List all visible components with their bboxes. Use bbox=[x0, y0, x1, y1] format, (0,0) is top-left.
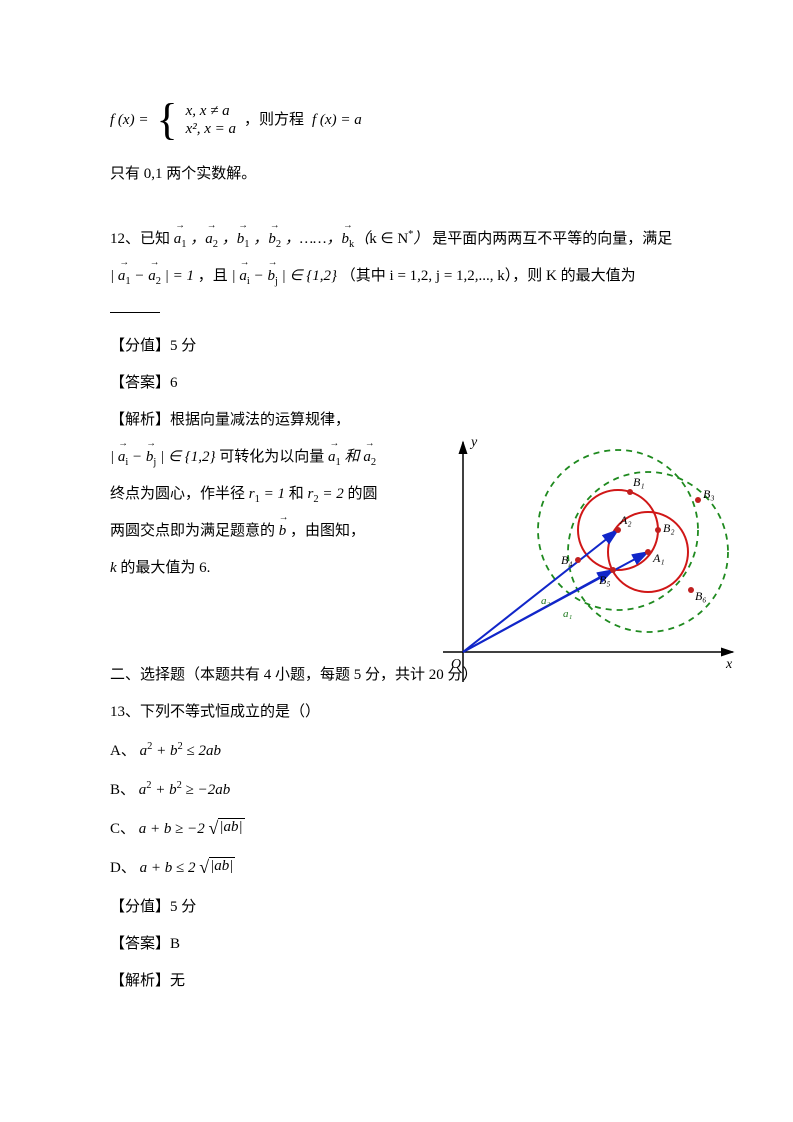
optC-rad: |ab| bbox=[218, 818, 244, 836]
anal-l2c: a1 和 a2 bbox=[328, 449, 376, 465]
q12-diagram: x y O bbox=[423, 432, 743, 702]
q13-analysis: 【解析】无 bbox=[110, 965, 683, 998]
y-label: y bbox=[469, 435, 478, 450]
point-a1 bbox=[645, 549, 651, 555]
sqrt-icon: √|ab| bbox=[209, 818, 245, 836]
optB-label: B、 bbox=[110, 782, 135, 798]
q12-cond1-tail: 是平面内两两互不平等的向量，满足 bbox=[432, 231, 672, 247]
q12-cond2-tail: （其中 i = 1,2, j = 1,2,..., k），则 K 的最大值为 bbox=[341, 268, 636, 284]
q11-line2: 只有 0,1 两个实数解。 bbox=[110, 158, 683, 191]
label-a1: A₁ bbox=[652, 551, 665, 565]
optC-pre: a + b ≥ −2 bbox=[139, 821, 205, 837]
label-b4: B₄ bbox=[561, 553, 573, 567]
piecewise-cases: x, x ≠ a x², x = a bbox=[186, 102, 236, 138]
x-label: x bbox=[725, 657, 733, 672]
optA-expr: a2 + b2 ≤ 2ab bbox=[140, 743, 221, 759]
optD-rad: |ab| bbox=[209, 857, 235, 875]
q11-function-row: f (x) = { x, x ≠ a x², x = a ，则方程 f (x) … bbox=[110, 100, 683, 140]
q12-anal-l2: | ai − bj | ∈ {1,2} 可转化为以向量 a1 和 a2 bbox=[110, 441, 380, 474]
sqrt-icon-2: √|ab| bbox=[199, 857, 235, 875]
label-b6: B₆ bbox=[695, 589, 707, 603]
vector-circle-diagram: x y O bbox=[423, 432, 743, 702]
answer-blank bbox=[110, 297, 160, 314]
point-b5 bbox=[610, 567, 616, 573]
q13-optC: C、 a + b ≥ −2 √|ab| bbox=[110, 813, 683, 846]
q12-cond2b: | ai − bj | ∈ {1,2} bbox=[232, 268, 338, 284]
q12-line2: | a1 − a2 | = 1 ，且 | ai − bj | ∈ {1,2} （… bbox=[110, 260, 683, 326]
q12-prefix: 12、已知 bbox=[110, 231, 170, 247]
vector-b5 bbox=[463, 570, 613, 652]
q12-vectors: a1 ，a2 ，b1 ，b2 ，……，bk（k ∈ N*） bbox=[174, 231, 432, 247]
q12-cond2a: | a1 − a2 | = 1 bbox=[110, 268, 194, 284]
eq: f (x) = a bbox=[312, 104, 362, 137]
q12-answer: 【答案】6 bbox=[110, 367, 683, 400]
label-b3: B₃ bbox=[703, 487, 715, 501]
q12-anal-l3: 终点为圆心，作半径 r1 = 1 和 r2 = 2 的圆 bbox=[110, 478, 380, 511]
point-b4 bbox=[575, 557, 581, 563]
optD-label: D、 bbox=[110, 860, 136, 876]
case2: x², x = a bbox=[186, 120, 236, 138]
q12-score: 【分值】5 分 bbox=[110, 330, 683, 363]
label-b2: B₂ bbox=[663, 521, 675, 535]
q13-score: 【分值】5 分 bbox=[110, 891, 683, 924]
brace-icon: { bbox=[156, 100, 177, 140]
after-text: ，则方程 bbox=[244, 104, 304, 137]
point-b1 bbox=[627, 489, 633, 495]
optD-pre: a + b ≤ 2 bbox=[140, 860, 196, 876]
q13-optB: B、 a2 + b2 ≥ −2ab bbox=[110, 774, 683, 807]
q12-cond2-mid: ，且 bbox=[198, 268, 228, 284]
label-va2: a₂ bbox=[541, 595, 551, 607]
q12-anal-l4: 两圆交点即为满足题意的 b ，由图知， bbox=[110, 515, 380, 548]
q13-answer: 【答案】B bbox=[110, 928, 683, 961]
func-lhs: f (x) = bbox=[110, 104, 148, 137]
label-va1: a₁ bbox=[563, 608, 573, 620]
label-a2: A₂ bbox=[619, 513, 632, 527]
q12-anal-l5: k 的最大值为 6. bbox=[110, 552, 380, 585]
point-b2 bbox=[655, 527, 661, 533]
anal-l4a: 两圆交点即为满足题意的 bbox=[110, 523, 275, 539]
label-b1: B₁ bbox=[633, 475, 645, 489]
label-b5: B₅ bbox=[599, 573, 611, 587]
q13-optA: A、 a2 + b2 ≤ 2ab bbox=[110, 735, 683, 768]
case1: x, x ≠ a bbox=[186, 102, 236, 120]
q12-analysis-text: 【解析】根据向量减法的运算规律， | ai − bj | ∈ {1,2} 可转化… bbox=[110, 404, 380, 585]
point-a2 bbox=[615, 527, 621, 533]
anal-l2b: 可转化为以向量 bbox=[219, 449, 324, 465]
optA-label: A、 bbox=[110, 743, 136, 759]
point-b6 bbox=[688, 587, 694, 593]
point-b3 bbox=[695, 497, 701, 503]
anal-expr1: | ai − bj | ∈ {1,2} bbox=[110, 449, 216, 465]
q12-line1: 12、已知 a1 ，a2 ，b1 ，b2 ，……，bk（k ∈ N*） 是平面内… bbox=[110, 223, 683, 256]
optC-label: C、 bbox=[110, 821, 135, 837]
origin-label: O bbox=[451, 657, 461, 672]
optB-expr: a2 + b2 ≥ −2ab bbox=[139, 782, 230, 798]
q13-optD: D、 a + b ≤ 2 √|ab| bbox=[110, 852, 683, 885]
q12-block: 12、已知 a1 ，a2 ，b1 ，b2 ，……，bk（k ∈ N*） 是平面内… bbox=[110, 223, 683, 585]
anal-l4c: ，由图知， bbox=[290, 523, 365, 539]
